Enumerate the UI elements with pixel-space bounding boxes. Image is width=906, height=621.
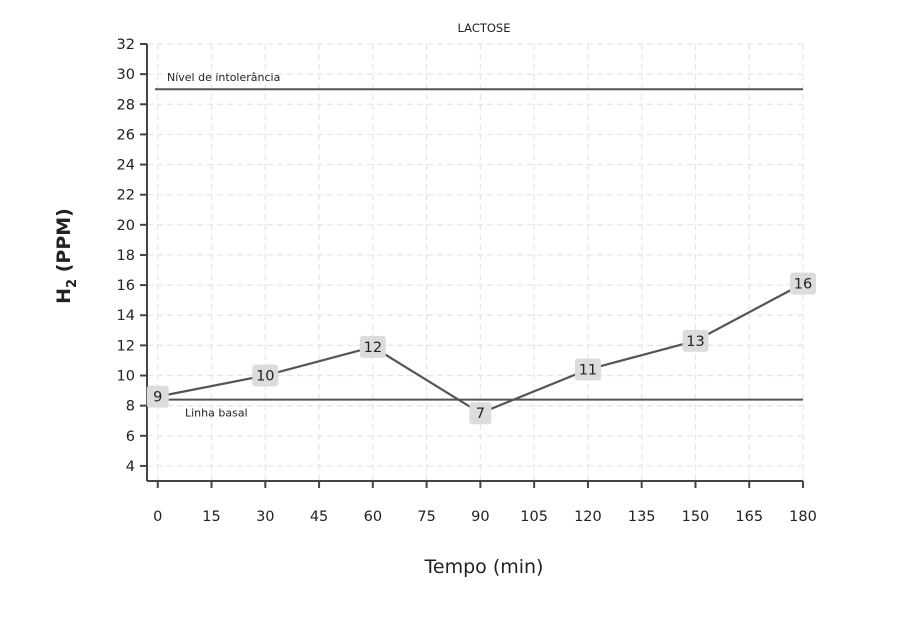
y-axis-label-subscript: 2	[65, 279, 80, 288]
point-labels: 9 10 12 7 11 13 16	[146, 272, 816, 425]
y-tick-label: 32	[117, 37, 135, 53]
data-point-label: 12	[364, 340, 382, 356]
x-tick-label: 90	[471, 509, 489, 525]
intolerance-label: Nível de intolerância	[167, 71, 280, 84]
x-tick-label: 60	[364, 509, 382, 525]
y-axis-label-rest: (PPM)	[53, 208, 75, 279]
data-point: 9	[146, 385, 169, 408]
data-point-label: 16	[794, 277, 812, 293]
x-tick-label: 0	[153, 509, 162, 525]
axes	[146, 44, 803, 482]
y-tick-label: 10	[117, 369, 135, 385]
x-tick-label: 45	[310, 509, 328, 525]
data-point: 13	[682, 329, 709, 352]
data-point-label: 13	[686, 334, 704, 350]
y-tick-label: 20	[117, 218, 135, 234]
y-tick-label: 24	[117, 158, 135, 174]
y-tick-label: 14	[117, 308, 135, 324]
data-point: 12	[359, 335, 386, 358]
y-tick-label: 12	[117, 338, 135, 354]
y-tick-label: 22	[117, 188, 135, 204]
data-point-label: 9	[153, 390, 162, 406]
y-tick-label: 4	[126, 459, 135, 475]
y-tick-label: 6	[126, 429, 135, 445]
x-tick-label: 30	[256, 509, 274, 525]
data-point-box	[359, 335, 386, 358]
x-tick-label: 105	[520, 509, 548, 525]
data-point-box	[790, 272, 816, 295]
y-tick-label: 28	[117, 97, 135, 113]
data-point-box	[682, 329, 709, 352]
data-point: 7	[469, 402, 492, 425]
x-tick-label: 75	[417, 509, 435, 525]
x-tick-label: 120	[574, 509, 602, 525]
data-point-box	[252, 364, 279, 387]
reference-lines: Nível de intolerância Linha basal	[155, 71, 803, 420]
y-tick-label: 26	[117, 127, 135, 143]
y-ticks: 4 6 8 10 12 14 16 18 20 22 24 26 28 30 32	[117, 37, 147, 475]
y-tick-label: 18	[117, 248, 135, 264]
data-point-label: 11	[579, 362, 597, 378]
y-axis-label-base: H	[53, 288, 75, 304]
y-tick-label: 16	[117, 278, 135, 294]
x-tick-label: 150	[682, 509, 710, 525]
chart-title: LACTOSE	[457, 21, 510, 35]
y-tick-label: 30	[117, 67, 135, 83]
x-tick-label: 180	[789, 509, 817, 525]
data-point-label: 10	[256, 369, 274, 385]
x-tick-label: 165	[735, 509, 763, 525]
baseline-label: Linha basal	[185, 407, 248, 420]
y-tick-label: 8	[126, 399, 135, 415]
x-axis-label: Tempo (min)	[424, 556, 544, 578]
data-point: 10	[252, 364, 279, 387]
data-point-box	[574, 358, 601, 381]
data-point-label: 7	[476, 406, 485, 422]
data-point: 11	[574, 358, 601, 381]
y-axis-label: H2 (PPM)	[53, 208, 80, 304]
data-point-box	[469, 402, 492, 425]
x-ticks: 0 15 30 45 60 75 90 105 120 135 150 165 180	[153, 481, 817, 525]
data-point-box	[146, 385, 169, 408]
data-point: 16	[790, 272, 816, 295]
x-tick-label: 15	[202, 509, 220, 525]
x-tick-label: 135	[628, 509, 656, 525]
